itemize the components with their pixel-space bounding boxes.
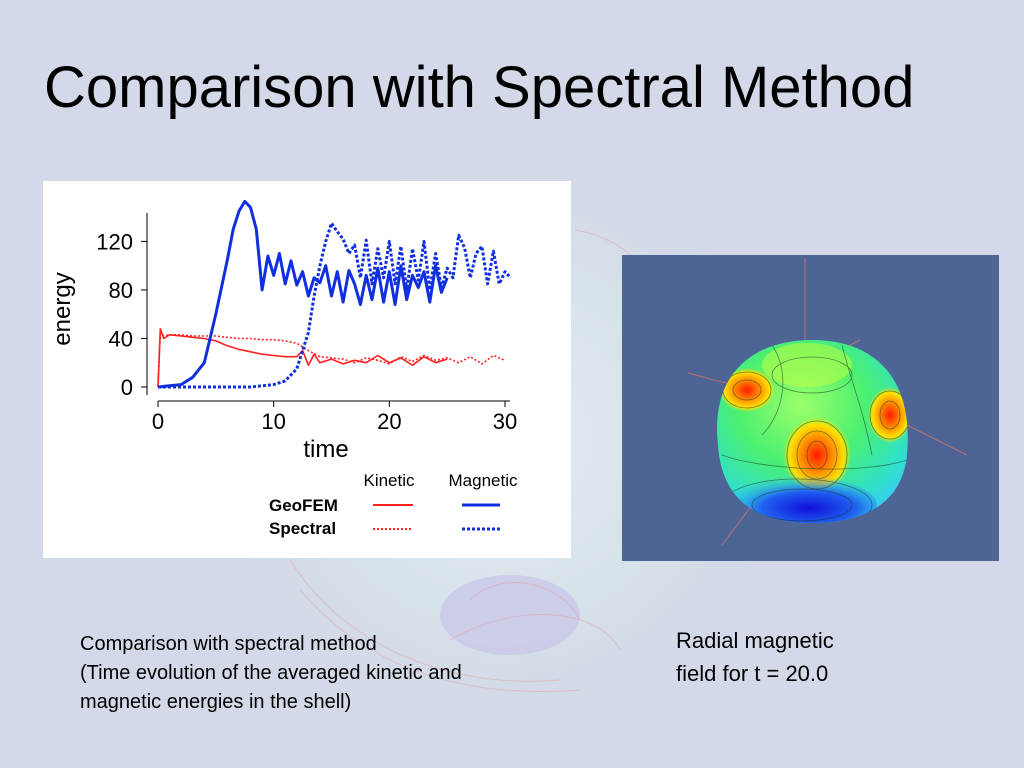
x-tick-label: 0 — [152, 409, 164, 434]
sphere-caption: Radial magnetic field for t = 20.0 — [676, 624, 976, 690]
legend-header-kinetic: Kinetic — [363, 471, 415, 490]
y-tick-label: 40 — [109, 326, 133, 351]
sphere-caption-line: field for t = 20.0 — [676, 661, 829, 686]
series-line-magnetic-spectral — [158, 221, 512, 389]
sphere-caption-line: Radial magnetic — [676, 628, 834, 653]
chart-caption-line: (Time evolution of the averaged kinetic … — [80, 662, 462, 684]
energy-chart-panel: 0 40 80 120 0 10 20 30 energy time Kinetic Magn… — [43, 181, 571, 558]
slide-title: Comparison with Spectral Method — [44, 55, 915, 120]
y-tick-label: 80 — [109, 278, 133, 303]
y-tick-label: 120 — [96, 229, 133, 254]
legend-row-spectral: Spectral — [269, 519, 336, 538]
chart-caption-line: Comparison with spectral method — [80, 633, 377, 655]
radial-magnetic-field-image — [622, 255, 999, 561]
plot-area — [157, 199, 512, 389]
series-line-kinetic-spectral — [157, 332, 506, 388]
legend-row-geofem: GeoFEM — [269, 496, 338, 515]
chart-legend: Kinetic Magnetic GeoFEM Spectral — [269, 471, 518, 538]
chart-caption-line: magnetic energies in the shell) — [80, 691, 352, 713]
series-line-magnetic-geofem — [157, 199, 449, 389]
x-tick-label: 30 — [493, 409, 517, 434]
x-axis-label: time — [303, 436, 348, 463]
y-tick-label: 0 — [121, 375, 133, 400]
x-tick-label: 20 — [377, 409, 401, 434]
series-line-kinetic-geofem — [157, 328, 448, 388]
energy-chart: 0 40 80 120 0 10 20 30 energy time Kinetic Magn… — [49, 199, 518, 538]
legend-header-magnetic: Magnetic — [449, 471, 518, 490]
y-axis-label: energy — [49, 272, 76, 345]
x-tick-label: 10 — [261, 409, 285, 434]
sphere-visualization — [687, 258, 968, 546]
chart-axes: 0 40 80 120 0 10 20 30 — [96, 213, 517, 434]
chart-caption: Comparison with spectral method (Time ev… — [80, 630, 600, 717]
